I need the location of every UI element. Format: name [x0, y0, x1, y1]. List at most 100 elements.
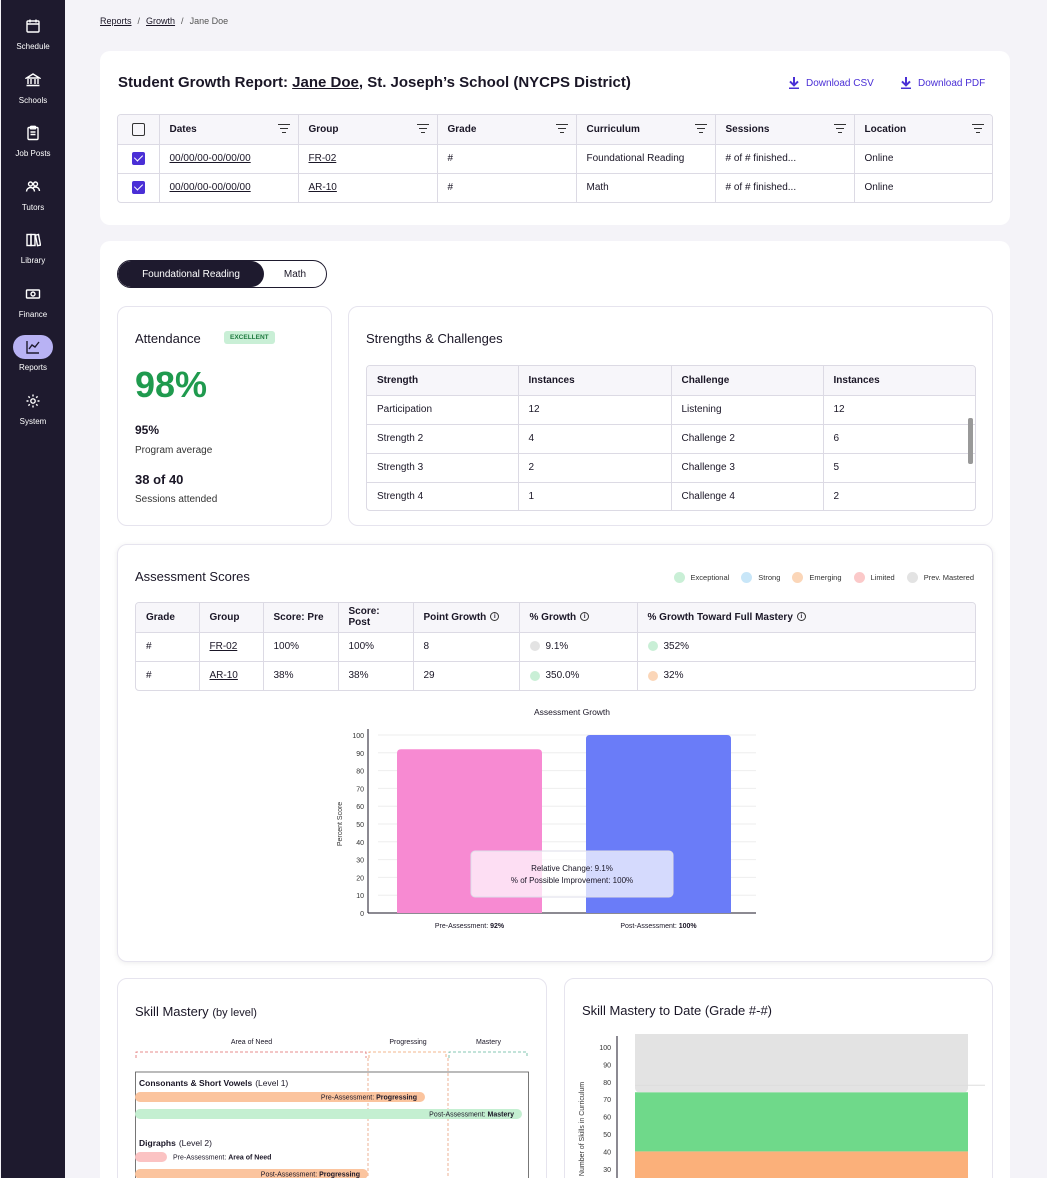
level-name: Consonants & Short Vowels	[139, 1078, 252, 1088]
score-post-cell: 100%	[338, 632, 414, 662]
strengths-title: Strengths & Challenges	[366, 331, 503, 346]
column-header-instances: Instances	[518, 366, 672, 396]
table-header-row: Dates Group Grade Curriculum Sessions Lo…	[118, 115, 992, 145]
y-tick-label: 0	[360, 911, 364, 918]
sidebar-item-schedule[interactable]: Schedule	[1, 8, 65, 54]
sidebar-item-tutors[interactable]: Tutors	[1, 169, 65, 215]
gear-icon	[13, 389, 53, 413]
group-cell[interactable]: FR-02	[298, 144, 438, 174]
column-header-point-growth: Point Growth i	[413, 603, 520, 633]
column-header-sessions[interactable]: Sessions	[715, 115, 855, 145]
curriculum-tabs: Foundational Reading Math	[117, 260, 327, 288]
sidebar-item-job-posts[interactable]: Job Posts	[1, 115, 65, 161]
select-all-cell	[118, 115, 160, 145]
breadcrumb-growth[interactable]: Growth	[146, 16, 176, 26]
report-header-card: Student Growth Report: Jane Doe, St. Jos…	[100, 51, 1010, 225]
strengths-table: Strength Instances Challenge Instances P…	[366, 365, 976, 511]
y-tick-label: 80	[356, 769, 364, 776]
sessions-table: Dates Group Grade Curriculum Sessions Lo…	[117, 114, 993, 203]
y-tick-label: 40	[603, 1149, 611, 1156]
filter-icon[interactable]	[555, 124, 568, 134]
sidebar-item-finance[interactable]: Finance	[1, 276, 65, 322]
info-icon[interactable]: i	[580, 611, 590, 621]
group-cell[interactable]: AR-10	[298, 173, 438, 202]
legend-item: Emerging	[792, 572, 842, 583]
tab-math[interactable]: Math	[283, 268, 307, 280]
skill-mastery-card: Skill Mastery (by level) Area of Need Pro…	[117, 978, 547, 1178]
assessment-bar-label: Post-Assessment: Mastery	[429, 1112, 514, 1119]
y-tick-label: 50	[603, 1132, 611, 1139]
download-icon	[789, 77, 799, 89]
dates-cell[interactable]: 00/00/00-00/00/00	[159, 173, 299, 202]
attendance-title: Attendance	[135, 331, 201, 346]
column-header-grade[interactable]: Grade	[437, 115, 577, 145]
y-tick-label: 90	[603, 1062, 611, 1069]
sidebar-item-label: Library	[20, 256, 46, 265]
filter-icon[interactable]	[833, 124, 846, 134]
instances-cell: 6	[823, 424, 975, 454]
sidebar-item-system[interactable]: System	[1, 383, 65, 429]
info-icon[interactable]: i	[796, 611, 806, 621]
group-cell[interactable]: AR-10	[199, 661, 264, 690]
skill-mastery-to-date-chart: Number of Skills in Curriculum 30 40 50 60 70…	[579, 1034, 985, 1178]
y-tick-label: 60	[603, 1115, 611, 1122]
sidebar-item-label: Schools	[18, 96, 48, 105]
sidebar-item-schools[interactable]: Schools	[1, 62, 65, 108]
download-pdf-button[interactable]: Download PDF	[900, 77, 985, 89]
dates-cell[interactable]: 00/00/00-00/00/00	[159, 144, 299, 174]
status-dot	[529, 641, 540, 652]
curriculum-cell: Math	[576, 173, 716, 202]
download-csv-button[interactable]: Download CSV	[788, 77, 874, 89]
skill-level-chart: Area of Need Progressing Mastery Consonants…	[135, 1039, 529, 1178]
filter-icon[interactable]	[416, 124, 429, 134]
tab-foundational-reading[interactable]: Foundational Reading	[118, 261, 264, 287]
zone-bracket	[448, 1051, 528, 1058]
row-checkbox[interactable]	[131, 181, 145, 195]
score-pre-cell: 38%	[263, 661, 339, 690]
column-header-growth-to-mastery: % Growth Toward Full Mastery i	[637, 603, 975, 633]
filter-icon[interactable]	[972, 124, 984, 134]
legend-swatch	[792, 572, 804, 583]
x-tick-label: Post-Assessment: 100%	[620, 923, 697, 930]
strength-cell: Strength 2	[367, 424, 519, 454]
sidebar-item-label: System	[19, 417, 47, 426]
table-row: # AR-10 38% 38% 29 350.0% 32%	[136, 661, 975, 690]
instances-cell: 2	[833, 491, 840, 503]
row-checkbox[interactable]	[131, 152, 145, 165]
info-icon[interactable]: i	[490, 611, 500, 621]
status-dot	[529, 670, 540, 681]
assessment-bar-label: Pre-Assessment: Progressing	[321, 1095, 417, 1102]
status-badge: EXCELLENT	[224, 331, 275, 344]
legend-swatch	[673, 572, 685, 583]
status-dot	[647, 670, 658, 681]
column-header-location[interactable]: Location	[854, 115, 992, 145]
table-header-row: Strength Instances Challenge Instances	[367, 366, 975, 396]
score-pre-cell: 100%	[263, 632, 339, 662]
column-header-growth: % Growth i	[519, 603, 638, 633]
x-tick-label: Pre-Assessment: 92%	[435, 923, 505, 930]
filter-icon[interactable]	[277, 124, 290, 134]
table-row: # FR-02 100% 100% 8 9.1% 352%	[136, 632, 975, 662]
money-icon	[13, 282, 53, 306]
column-header-group[interactable]: Group	[298, 115, 438, 145]
curriculum-details-card: Foundational Reading Math Attendance EXC…	[100, 241, 1010, 1178]
growth-cell: 9.1%	[519, 632, 638, 662]
scrollbar[interactable]	[968, 418, 973, 464]
group-cell[interactable]: FR-02	[199, 632, 264, 662]
breadcrumb-reports[interactable]: Reports	[100, 16, 132, 26]
challenge-cell: Challenge 2	[671, 424, 824, 454]
sidebar-item-library[interactable]: Library	[1, 222, 65, 268]
assessment-label: Pre-Assessment:	[173, 1155, 228, 1162]
zone-bracket	[368, 1051, 447, 1058]
legend: Exceptional Strong Emerging Limited Prev. Ma…	[673, 572, 974, 583]
filter-icon[interactable]	[694, 124, 707, 134]
column-header-curriculum[interactable]: Curriculum	[576, 115, 716, 145]
sidebar-item-reports[interactable]: Reports	[1, 329, 65, 375]
column-header-dates[interactable]: Dates	[159, 115, 299, 145]
assessment-bar-label: Pre-Assessment: Area of Need	[173, 1155, 271, 1162]
level-title: Consonants & Short Vowels (Level 1)	[139, 1078, 288, 1088]
stack-segment	[635, 1092, 968, 1152]
select-all-checkbox[interactable]	[131, 122, 145, 136]
chart-icon	[13, 335, 53, 359]
